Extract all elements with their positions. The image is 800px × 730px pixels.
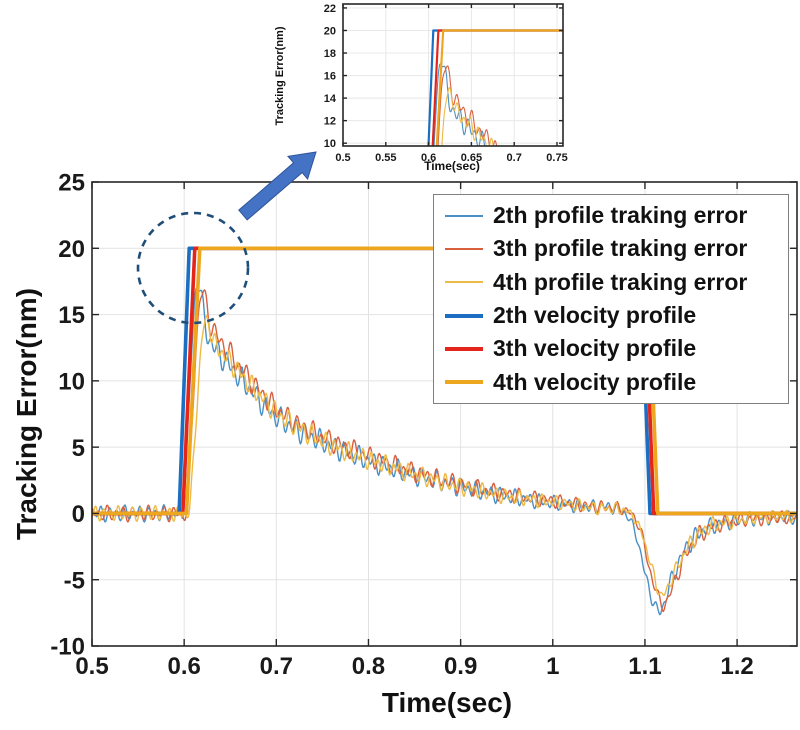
inset-plot-grid: [343, 4, 563, 146]
inset-plot-line-e4: [441, 87, 494, 146]
main-y-axis-label: Tracking Error(nm): [11, 287, 42, 541]
zoom-callout-arrow: [238, 151, 317, 221]
legend-label: 3th velocity profile: [493, 335, 697, 362]
main-plot-x-tick-label: 0.6: [167, 653, 200, 680]
legend-label: 2th profile traking error: [493, 202, 748, 229]
inset-plot-y-tick-label: 14: [324, 93, 337, 105]
legend-label: 4th velocity profile: [493, 368, 697, 395]
legend-line-swatch: [445, 313, 483, 318]
inset-plot-frame: 0.5 0.55 0.6 0.65 0.7 0.75 10 12 14 16 18 20 22: [324, 3, 568, 164]
legend-row: 2th profile traking error: [434, 199, 788, 232]
main-plot-series: [92, 246, 797, 616]
main-plot-x-tick-label: 0.5: [75, 653, 108, 680]
inset-plot-y-tick-label: 12: [324, 116, 336, 128]
main-plot-y-tick-label: -10: [50, 634, 85, 661]
legend-line-swatch: [445, 380, 483, 385]
main-x-axis-label: Time(sec): [381, 687, 513, 718]
inset-y-axis-label: Tracking Error(nm): [274, 26, 286, 126]
main-plot-y-tick-label: 15: [58, 302, 85, 329]
main-plot-y-tick-label: -5: [64, 567, 85, 594]
legend-line-swatch: [445, 281, 483, 284]
inset-plot-series: [427, 29, 563, 146]
main-plot-line-e4: [92, 315, 797, 596]
legend-line-swatch: [445, 247, 483, 250]
main-plot-x-tick-label: 0.8: [352, 653, 385, 680]
legend-label: 2th velocity profile: [493, 302, 697, 329]
main-plot-line-v4: [92, 246, 797, 516]
main-plot-frame: 0.5 0.6 0.7 0.8 0.9 1 1.1 1.2 -10 -5 0 5 10 15 20 25: [50, 170, 798, 680]
inset-plot-y-tick-label: 16: [324, 71, 336, 83]
main-plot-y-tick-label: 0: [72, 501, 85, 528]
legend: 2th profile traking error 3th profile tr…: [433, 194, 789, 404]
inset-plot-y-tick-label: 18: [324, 48, 336, 60]
inset-plot-x-tick-label: 0.5: [335, 152, 350, 164]
legend-row: 4th velocity profile: [434, 366, 788, 399]
inset-plot-y-tick-label: 22: [324, 3, 336, 15]
legend-row: 4th profile traking error: [434, 266, 788, 299]
main-plot-y-tick-label: 20: [58, 236, 85, 263]
highlight-circle-annotation: [136, 211, 250, 325]
main-plot-x-tick-label: 1.2: [720, 653, 753, 680]
legend-line-swatch: [445, 346, 483, 351]
inset-plot-x-tick-label: 0.65: [461, 152, 482, 164]
main-plot-y-tick-label: 5: [72, 435, 85, 462]
legend-label: 4th profile traking error: [493, 268, 748, 295]
main-plot-line-e2: [92, 286, 797, 616]
inset-plot-x-tick-label: 0.75: [546, 152, 567, 164]
legend-line-swatch: [445, 214, 483, 217]
main-plot-y-tick-label: 10: [58, 368, 85, 395]
main-plot-x-tick-label: 0.9: [444, 653, 477, 680]
inset-plot-x-tick-label: 0.7: [507, 152, 522, 164]
legend-row: 3th velocity profile: [434, 332, 788, 365]
legend-label: 3th profile traking error: [493, 235, 748, 262]
inset-plot-x-tick-label: 0.55: [375, 152, 396, 164]
main-plot-x-tick-label: 1.1: [628, 653, 661, 680]
inset-plot-y-tick-label: 20: [324, 25, 336, 37]
inset-x-axis-label: Time(sec): [424, 159, 480, 173]
main-plot-y-tick-label: 25: [58, 170, 85, 197]
inset-plot-x-tick-label: 0.6: [421, 152, 436, 164]
legend-row: 3th profile traking error: [434, 232, 788, 265]
inset-plot-y-tick-label: 10: [324, 138, 336, 150]
main-plot-x-tick-label: 1: [546, 653, 559, 680]
main-plot-x-tick-label: 0.7: [260, 653, 293, 680]
inset-plot: 0.5 0.55 0.6 0.65 0.7 0.75 10 12 14 16 18 20 22: [324, 3, 568, 164]
legend-row: 2th velocity profile: [434, 299, 788, 332]
